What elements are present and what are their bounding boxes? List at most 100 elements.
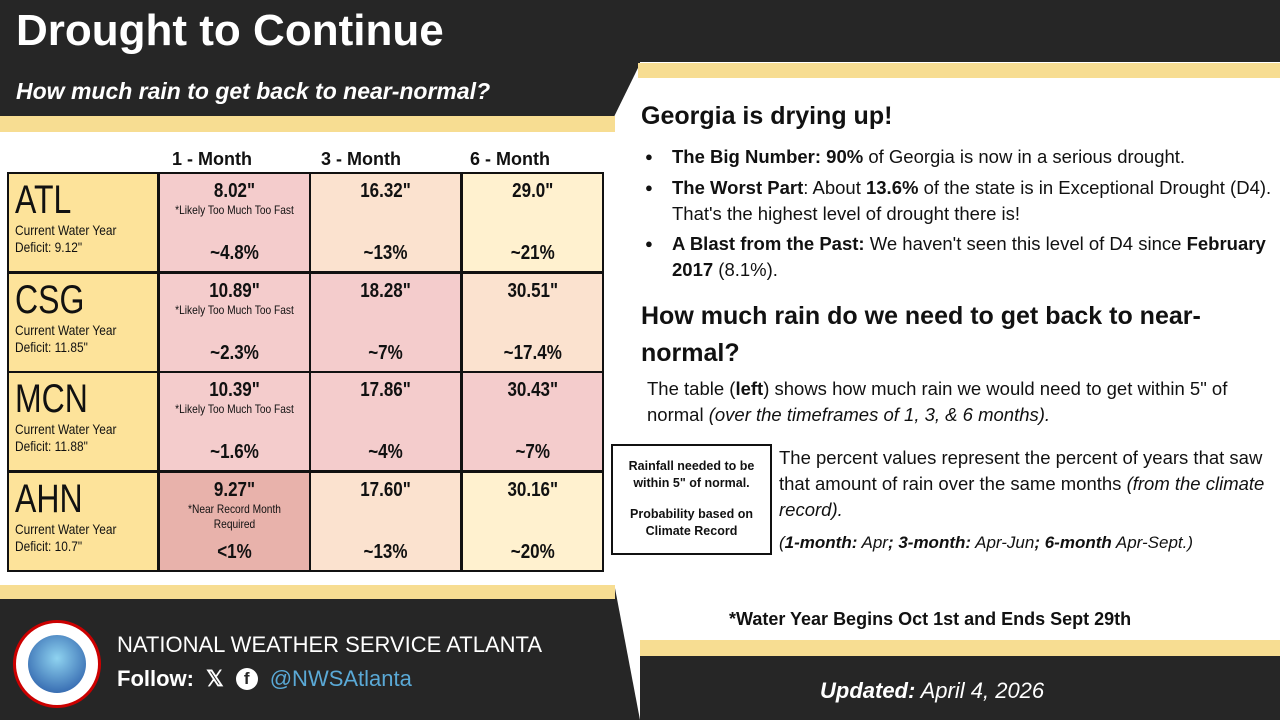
rain-amount: 30.51" (506, 279, 558, 302)
bullet-text: : About (803, 177, 866, 198)
rain-amount: 30.16" (506, 478, 558, 501)
text: Apr-Sept.) (1111, 533, 1194, 552)
probability: ~7% (514, 441, 550, 464)
text: (from the climate record). (779, 473, 1265, 520)
bullet-bold: 13.6% (865, 177, 919, 198)
social-handle[interactable]: @NWSAtlanta (269, 666, 412, 691)
bullet-text: of the state is in Exceptional Drought (… (672, 177, 1272, 224)
deficit-value: Deficit: 11.85" (15, 338, 88, 355)
rainfall-table: ATL Current Water Year Deficit: 9.12" 8.02"… (7, 172, 604, 572)
table-cell: 29.0" ~21% (462, 174, 602, 272)
page-subtitle: How much rain to get back to near-normal… (16, 78, 491, 104)
column-header: 1 - Month (172, 149, 252, 169)
bullet-bold: The Worst Part (672, 177, 804, 198)
cell-note: *Likely Too Much Too Fast (174, 402, 294, 417)
heading-drying: Georgia is drying up! (641, 102, 893, 130)
text: 1-month: (784, 533, 858, 552)
footer-band-right (640, 656, 1280, 720)
deficit-value: Deficit: 9.12" (15, 239, 83, 255)
follow-label: Follow: (117, 666, 194, 691)
text: ) shows how much rain we would need to g… (647, 378, 1228, 425)
x-icon[interactable]: 𝕏 (205, 666, 224, 691)
org-name: NATIONAL WEATHER SERVICE ATLANTA (117, 632, 543, 657)
rain-amount: 8.02" (213, 180, 255, 202)
probability: ~13% (363, 242, 408, 265)
probability: ~21% (510, 242, 555, 265)
legend-line: Probability based on Climate Record (630, 507, 753, 538)
row-header-atl: ATL Current Water Year Deficit: 9.12" (9, 174, 157, 272)
column-header: 6 - Month (470, 149, 550, 169)
text: ; 3-month: (887, 533, 972, 552)
table-cell: 8.02" *Likely Too Much Too Fast ~4.8% (159, 174, 309, 272)
rain-amount: 18.28" (360, 279, 411, 302)
nws-logo (13, 620, 101, 708)
row-header-ahn: AHN Current Water Year Deficit: 10.7" (9, 472, 157, 570)
bullet-bold: The Big Number: 90% (672, 146, 864, 167)
accent-stripe (0, 585, 615, 599)
deficit-value: Deficit: 10.7" (15, 537, 83, 554)
table-cell: 30.51" ~17.4% (462, 273, 602, 371)
probability: <1% (216, 541, 252, 563)
row-header-csg: CSG Current Water Year Deficit: 11.85" (9, 273, 157, 371)
table-cell: 17.60" ~13% (311, 472, 460, 570)
text: ( (779, 533, 785, 552)
legend-line: Rainfall needed to be within 5" of norma… (628, 459, 755, 490)
deficit-label: Current Water Year (15, 321, 117, 338)
station-code: CSG (15, 277, 85, 322)
text: (over the timeframes of 1, 3, & 6 months… (708, 404, 1051, 425)
rain-amount: 29.0" (511, 180, 553, 202)
probability: ~7% (368, 341, 403, 364)
probability: ~4.8% (209, 242, 259, 265)
cell-note: *Likely Too Much Too Fast (174, 302, 294, 317)
table-cell: 16.32" ~13% (311, 174, 460, 272)
legend-box: Rainfall needed to be within 5" of norma… (611, 444, 772, 555)
table-explanation: The table (left) shows how much rain we … (647, 376, 1277, 428)
accent-stripe (0, 116, 615, 132)
bullet: A Blast from the Past: We haven't seen t… (645, 231, 1275, 283)
heading-how-much: How much rain do we need to get back to … (641, 302, 1201, 367)
text: Apr (857, 533, 888, 552)
bullet-bold: February 2017 (672, 233, 1266, 280)
table-cell: 30.16" ~20% (462, 472, 602, 570)
accent-stripe (638, 63, 1280, 78)
probability: ~2.3% (209, 341, 259, 364)
rain-amount: 30.43" (506, 379, 558, 402)
deficit-label: Current Water Year (15, 222, 117, 238)
header-left-band (0, 0, 640, 116)
table-cell: 10.89" *Likely Too Much Too Fast ~2.3% (159, 273, 309, 371)
updated-value: April 4, 2026 (915, 678, 1045, 703)
text: Apr-Jun (971, 533, 1035, 552)
table-cell: 10.39" *Likely Too Much Too Fast ~1.6% (159, 373, 309, 471)
probability: ~20% (510, 541, 555, 563)
station-code: MCN (15, 377, 88, 422)
water-year-footnote: *Water Year Begins Oct 1st and Ends Sept… (729, 609, 1132, 629)
bullet: The Big Number: 90% of Georgia is now in… (645, 144, 1275, 170)
deficit-value: Deficit: 11.88" (15, 438, 88, 455)
cell-note: *Likely Too Much Too Fast (174, 203, 294, 217)
percent-explanation: The percent values represent the percent… (779, 445, 1274, 523)
follow-row: Follow: 𝕏 f @NWSAtlanta (117, 666, 412, 692)
station-code: AHN (15, 476, 83, 521)
rain-amount: 10.89" (208, 279, 260, 302)
text: The table ( (647, 378, 736, 399)
bullet: The Worst Part: About 13.6% of the state… (645, 175, 1275, 227)
facebook-icon[interactable]: f (235, 668, 258, 690)
bullet-text: (8.1%). (713, 259, 778, 280)
table-cell: 18.28" ~7% (311, 273, 460, 371)
rain-amount: 10.39" (208, 379, 260, 402)
row-header-mcn: MCN Current Water Year Deficit: 11.88" (9, 373, 157, 471)
updated-label: Updated: (820, 678, 916, 703)
rain-amount: 16.32" (360, 180, 411, 202)
table-cell: 30.43" ~7% (462, 373, 602, 471)
cell-note: *Near Record Month Required (187, 501, 281, 531)
updated-date: Updated: April 4, 2026 (820, 678, 1044, 704)
text: left (735, 378, 764, 399)
table-cell: 17.86" ~4% (311, 373, 460, 471)
deficit-label: Current Water Year (15, 421, 117, 438)
rain-amount: 17.86" (360, 379, 411, 402)
page-title: Drought to Continue (16, 6, 444, 55)
period-definitions: (1-month: Apr; 3-month: Apr-Jun; 6-month… (779, 530, 1193, 556)
bullet-text: We haven't seen this level of D4 since (864, 233, 1187, 254)
column-header: 3 - Month (321, 149, 401, 169)
text: The percent values represent the percent… (779, 447, 1263, 494)
